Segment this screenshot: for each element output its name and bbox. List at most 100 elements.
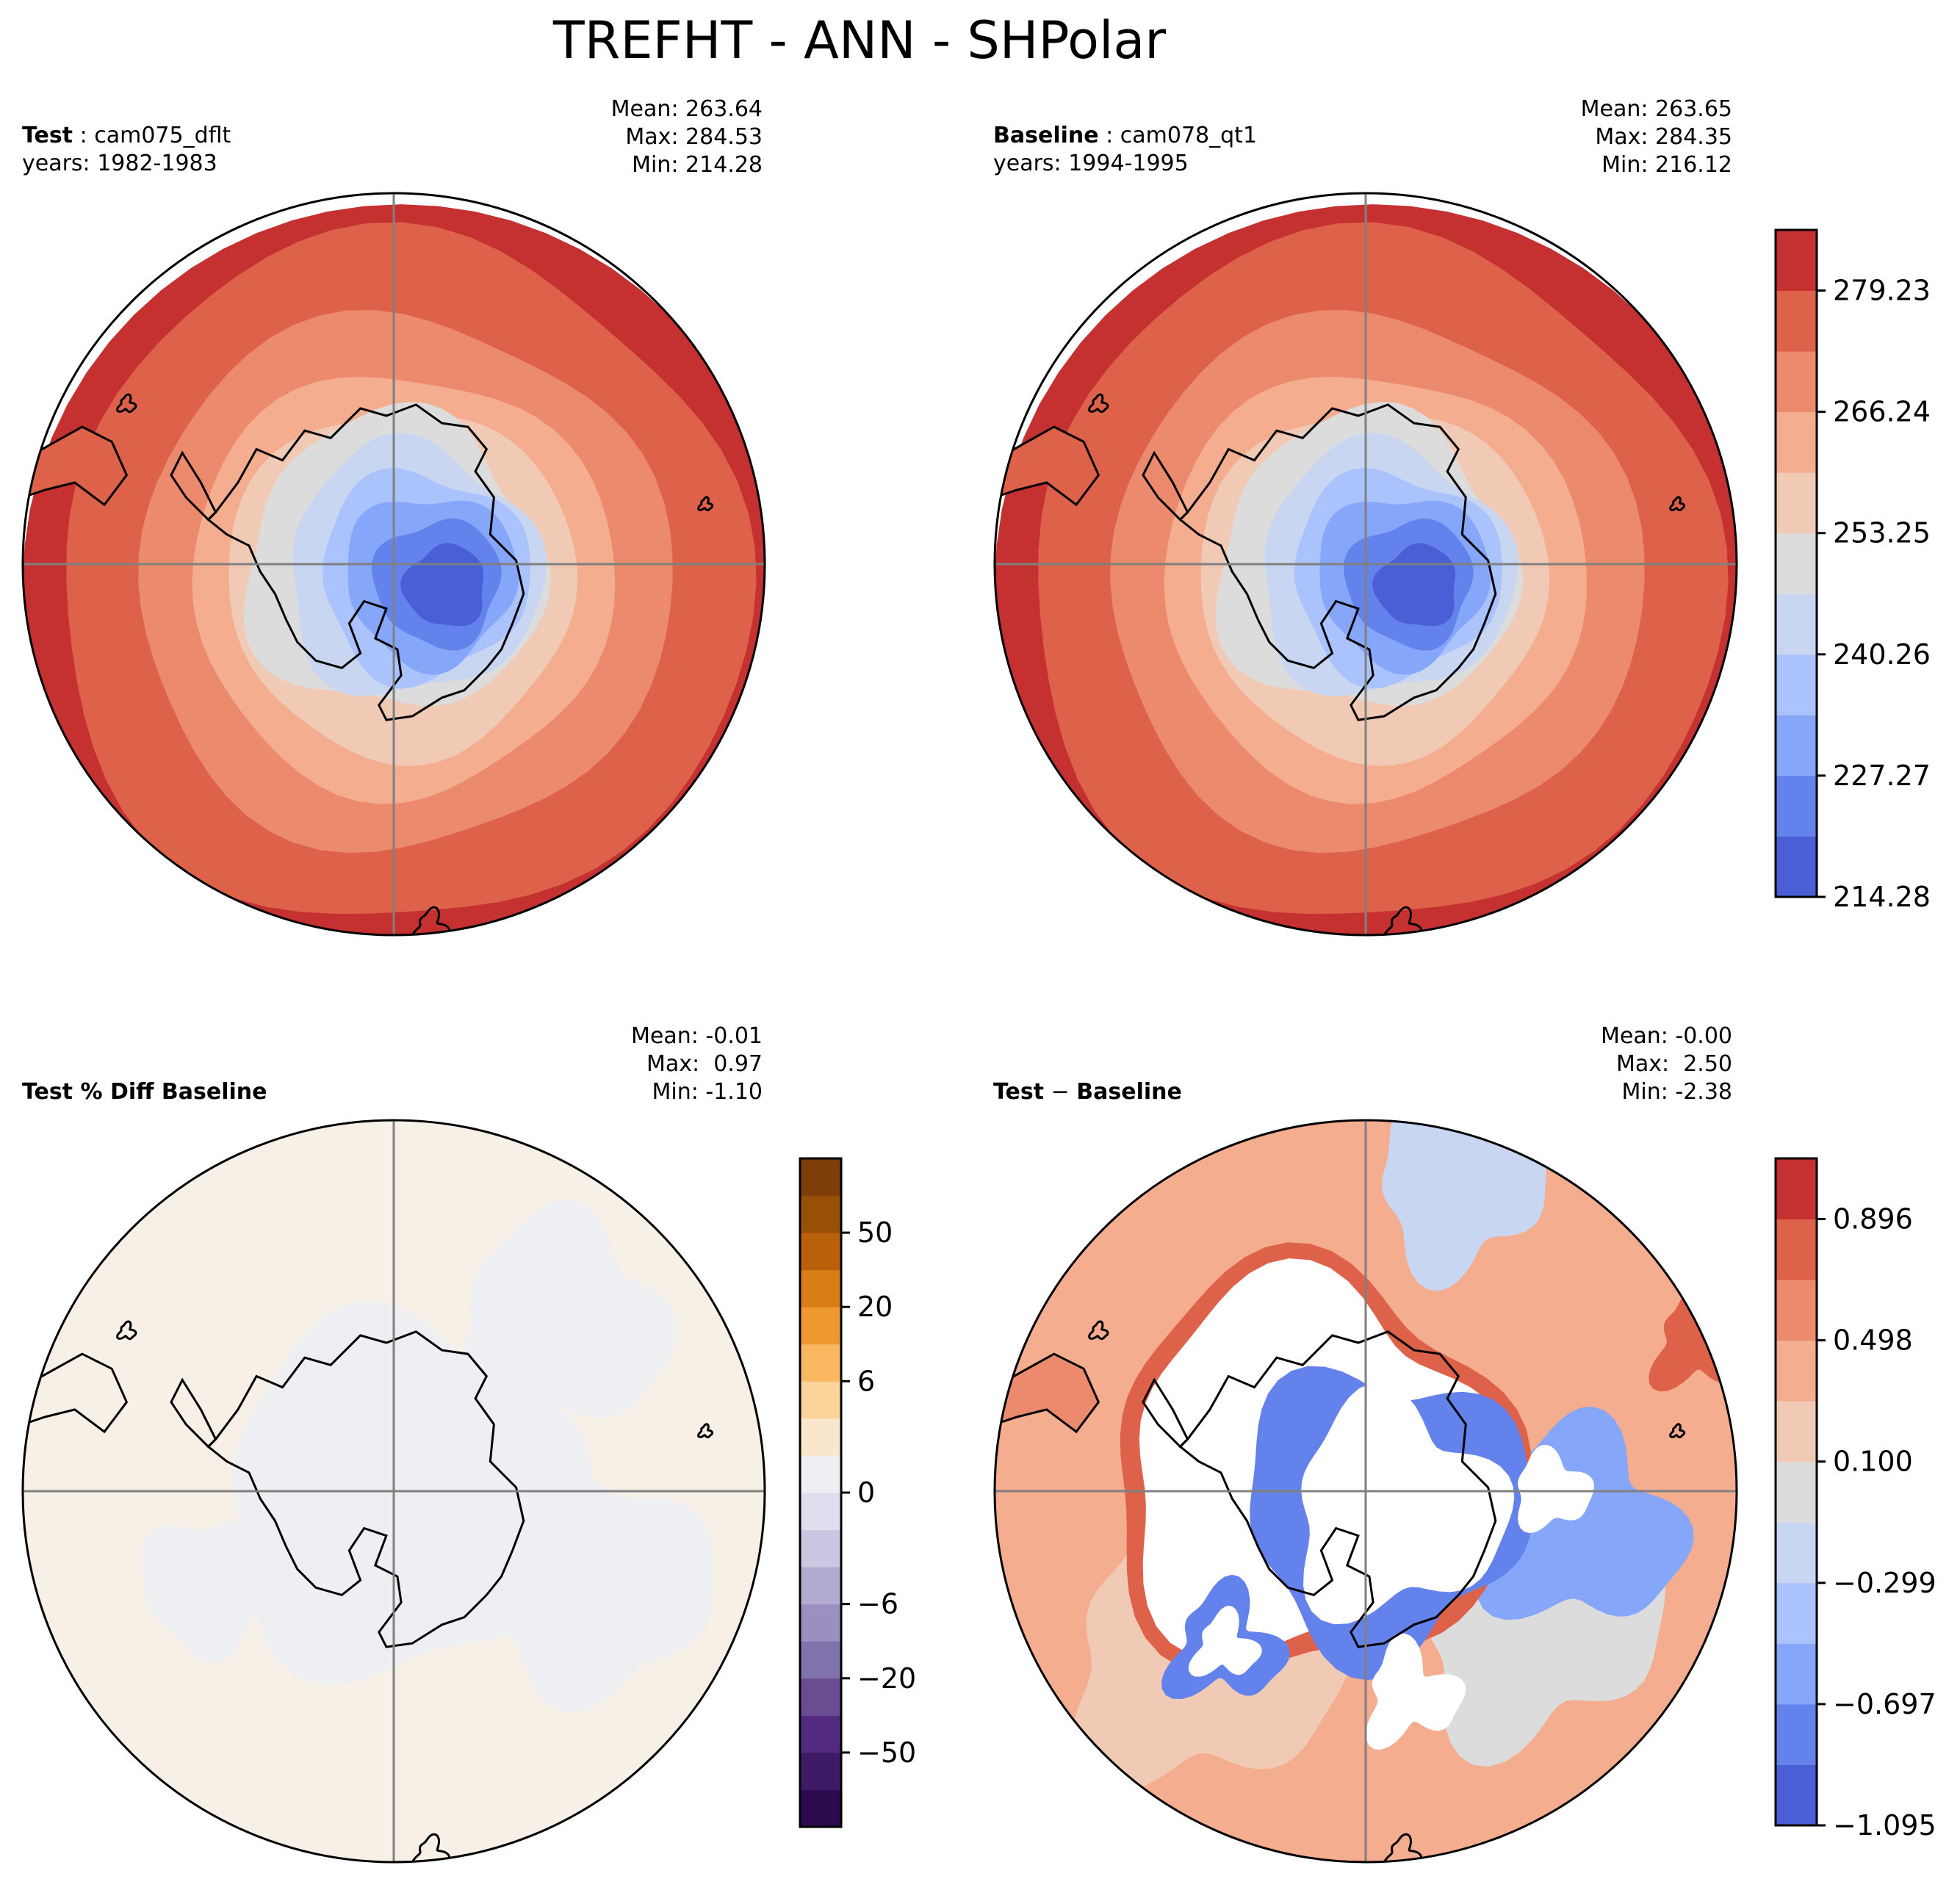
field-colorbar-ticklabel-3: 253.25 xyxy=(1833,517,1931,549)
pctdiff-colorbar-ticklabel-6: 50 xyxy=(857,1216,893,1249)
pctdiff-colorbar-swatch-6 xyxy=(800,1567,841,1605)
baseline-name-label: Baseline xyxy=(993,123,1099,148)
baseline-falklands-coast xyxy=(1088,393,1109,414)
baseline-years: years: 1994-1995 xyxy=(993,151,1189,176)
field-colorbar-swatch-1 xyxy=(1776,775,1817,837)
pctdiff-min: Min: -1.10 xyxy=(652,1079,763,1105)
pctdiff-colorbar-swatch-0 xyxy=(800,1789,841,1828)
diff-antarctica-coast xyxy=(1178,1330,1497,1648)
test-separator: : xyxy=(73,123,95,148)
test-boundary xyxy=(21,192,766,937)
field-colorbar-swatch-6 xyxy=(1776,472,1817,534)
diff-colorbar-ticklabel-5: 0.896 xyxy=(1833,1203,1913,1236)
test-mean: Mean: 263.64 xyxy=(610,96,763,122)
diff-colorbar-swatch-6 xyxy=(1776,1401,1817,1463)
field-colorbar-swatch-10 xyxy=(1776,230,1817,292)
diff-colorbar-ticklabel-4: 0.498 xyxy=(1833,1324,1913,1357)
field-colorbar-ticklabel-2: 240.26 xyxy=(1833,638,1931,671)
diff-mean: Mean: -0.00 xyxy=(1600,1023,1732,1049)
baseline-case-name: cam078_qt1 xyxy=(1120,123,1258,148)
field-colorbar-swatch-3 xyxy=(1776,654,1817,715)
pctdiff-map xyxy=(21,1119,766,1864)
field-colorbar-ticklabel-0: 214.28 xyxy=(1833,881,1931,913)
figure-title: TREFHT - ANN - SHPolar xyxy=(552,10,1167,71)
test-falklands-coast xyxy=(116,393,137,414)
pctdiff-antarctica-coast xyxy=(206,1330,525,1648)
pctdiff-colorbar-swatch-2 xyxy=(800,1715,841,1753)
test-panel-label: Test : cam075_dflt years: 1982-1983 xyxy=(22,122,231,178)
baseline-antarctica-coast xyxy=(1178,403,1497,721)
pctdiff-colorbar-ticklabel-2: −6 xyxy=(857,1588,898,1620)
diff-colorbar-ticklabel-0: −1.095 xyxy=(1833,1809,1936,1842)
pctdiff-colorbar-swatch-10 xyxy=(800,1418,841,1456)
test-min: Min: 214.28 xyxy=(632,152,763,178)
pctdiff-colorbar-swatch-4 xyxy=(800,1641,841,1679)
field-colorbar-frame xyxy=(1774,228,1818,898)
field-colorbar-ticklabel-4: 266.24 xyxy=(1833,396,1931,428)
diff-title-a: Test xyxy=(993,1079,1045,1105)
diff-colorbar-swatch-7 xyxy=(1776,1340,1817,1402)
pctdiff-neg-ne xyxy=(455,1200,678,1422)
diff-falklands-coast xyxy=(1088,1320,1109,1341)
test-map xyxy=(21,192,766,937)
diff-minus: − xyxy=(1051,1079,1070,1105)
pctdiff-samerica-coast xyxy=(23,1352,129,1434)
diff-colorbar-ticklabel-3: 0.100 xyxy=(1833,1446,1913,1478)
baseline-island-coast xyxy=(1669,496,1686,512)
pctdiff-colorbar-swatch-8 xyxy=(800,1493,841,1531)
diff-max: Max: 2.50 xyxy=(1616,1051,1732,1077)
pctdiff-nz-coast xyxy=(411,1833,451,1862)
baseline-max: Max: 284.35 xyxy=(1595,124,1732,150)
diff-title-b: Baseline xyxy=(1076,1079,1182,1105)
pctdiff-max: Max: 0.97 xyxy=(646,1051,763,1077)
pctdiff-colorbar-swatch-11 xyxy=(800,1381,841,1419)
diff-colorbar-ticklabel-1: −0.697 xyxy=(1833,1688,1936,1720)
pctdiff-colorbar-swatch-13 xyxy=(800,1307,841,1345)
pctdiff-falklands-coast xyxy=(116,1320,137,1341)
pctdiff-colorbar-swatch-5 xyxy=(800,1604,841,1642)
pctdiff-neg-e xyxy=(491,1466,714,1713)
diff-min: Min: -2.38 xyxy=(1621,1079,1733,1105)
pctdiff-colorbar-swatch-12 xyxy=(800,1344,841,1382)
diff-colorbar-swatch-4 xyxy=(1776,1522,1817,1584)
diff-white-s xyxy=(1366,1633,1466,1750)
baseline-map xyxy=(993,192,1738,937)
test-peninsula-coast xyxy=(170,450,217,522)
pctdiff-colorbar-swatch-7 xyxy=(800,1529,841,1568)
baseline-stats: Mean: 263.65 Max: 284.35 Min: 216.12 xyxy=(1581,95,1732,179)
field-colorbar-ticklabel-1: 227.27 xyxy=(1833,760,1931,792)
pctdiff-colorbar-ticklabel-5: 20 xyxy=(857,1291,893,1323)
pctdiff-colorbar-ticklabel-1: −20 xyxy=(857,1662,916,1695)
test-years: years: 1982-1983 xyxy=(22,151,217,176)
pctdiff-colorbar-swatch-15 xyxy=(800,1233,841,1271)
pctdiff-colorbar-swatch-9 xyxy=(800,1455,841,1493)
baseline-min: Min: 216.12 xyxy=(1601,152,1732,178)
diff-colorbar-swatch-10 xyxy=(1776,1158,1817,1220)
diff-samerica-coast xyxy=(995,1352,1100,1434)
baseline-nz-coast xyxy=(1383,906,1423,935)
field-colorbar-swatch-7 xyxy=(1776,411,1817,473)
test-antarctica-coast xyxy=(206,403,525,721)
pctdiff-colorbar-ticklabel-3: 0 xyxy=(857,1476,875,1509)
diff-white-e xyxy=(1518,1444,1595,1533)
pctdiff-colorbar: −50 −20 −6 0 6 20 50 xyxy=(799,1157,916,1828)
diff-island-coast xyxy=(1669,1423,1686,1439)
pctdiff-neg-w xyxy=(141,1521,278,1663)
pctdiff-colorbar-swatch-1 xyxy=(800,1752,841,1790)
test-stats: Mean: 263.64 Max: 284.53 Min: 214.28 xyxy=(611,95,763,179)
diff-nz-coast xyxy=(1383,1833,1423,1862)
field-colorbar-ticklabel-5: 279.23 xyxy=(1833,275,1931,307)
field-colorbar-swatch-4 xyxy=(1776,594,1817,655)
diff-peninsula-coast xyxy=(1142,1377,1189,1449)
diff-colorbar-swatch-8 xyxy=(1776,1280,1817,1341)
baseline-panel-label: Baseline : cam078_qt1 years: 1994-1995 xyxy=(993,122,1257,178)
pctdiff-mean: Mean: -0.01 xyxy=(630,1023,763,1049)
baseline-samerica-coast xyxy=(995,425,1100,507)
diff-colorbar-frame xyxy=(1774,1157,1818,1827)
test-nz-coast xyxy=(411,906,451,935)
pctdiff-peninsula-coast xyxy=(170,1377,217,1449)
baseline-boundary xyxy=(993,192,1738,937)
baseline-peninsula-coast xyxy=(1142,450,1189,522)
diff-colorbar-swatch-0 xyxy=(1776,1764,1817,1826)
test-max: Max: 284.53 xyxy=(625,124,763,150)
